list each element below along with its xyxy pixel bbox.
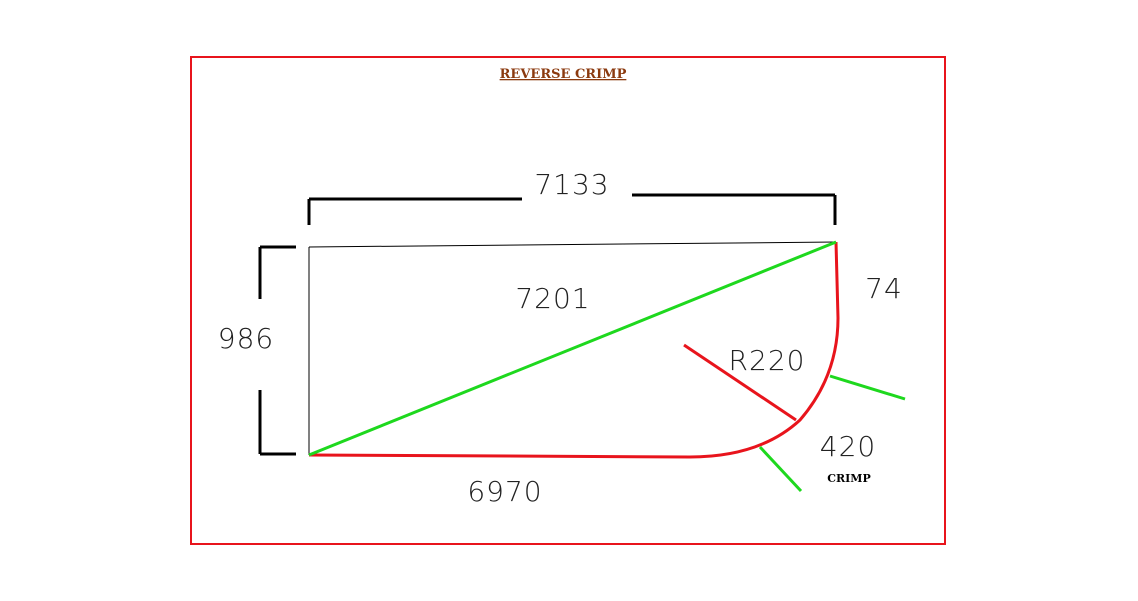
crimped-edge-profile [308,241,840,459]
left-height-label: 986 [218,322,274,355]
right-edge-label: 74 [865,272,903,305]
crimp-extent-markers [758,374,906,493]
drawing-title: REVERSE CRIMP [500,67,627,82]
crimp-label: CRIMP [827,472,871,485]
left-height-dimension-bracket [258,245,296,456]
panel-outline [308,241,837,455]
crimp-length-label: 420 [820,430,876,463]
bottom-length-label: 6970 [467,475,542,508]
radius-label: R220 [729,344,806,377]
top-width-dimension-bracket [307,193,837,225]
top-width-label: 7133 [534,168,609,201]
drawing-frame [190,56,946,545]
diagonal-measurement-line [308,240,837,457]
diagonal-label: 7201 [515,282,590,315]
radius-leader-line [683,343,797,422]
